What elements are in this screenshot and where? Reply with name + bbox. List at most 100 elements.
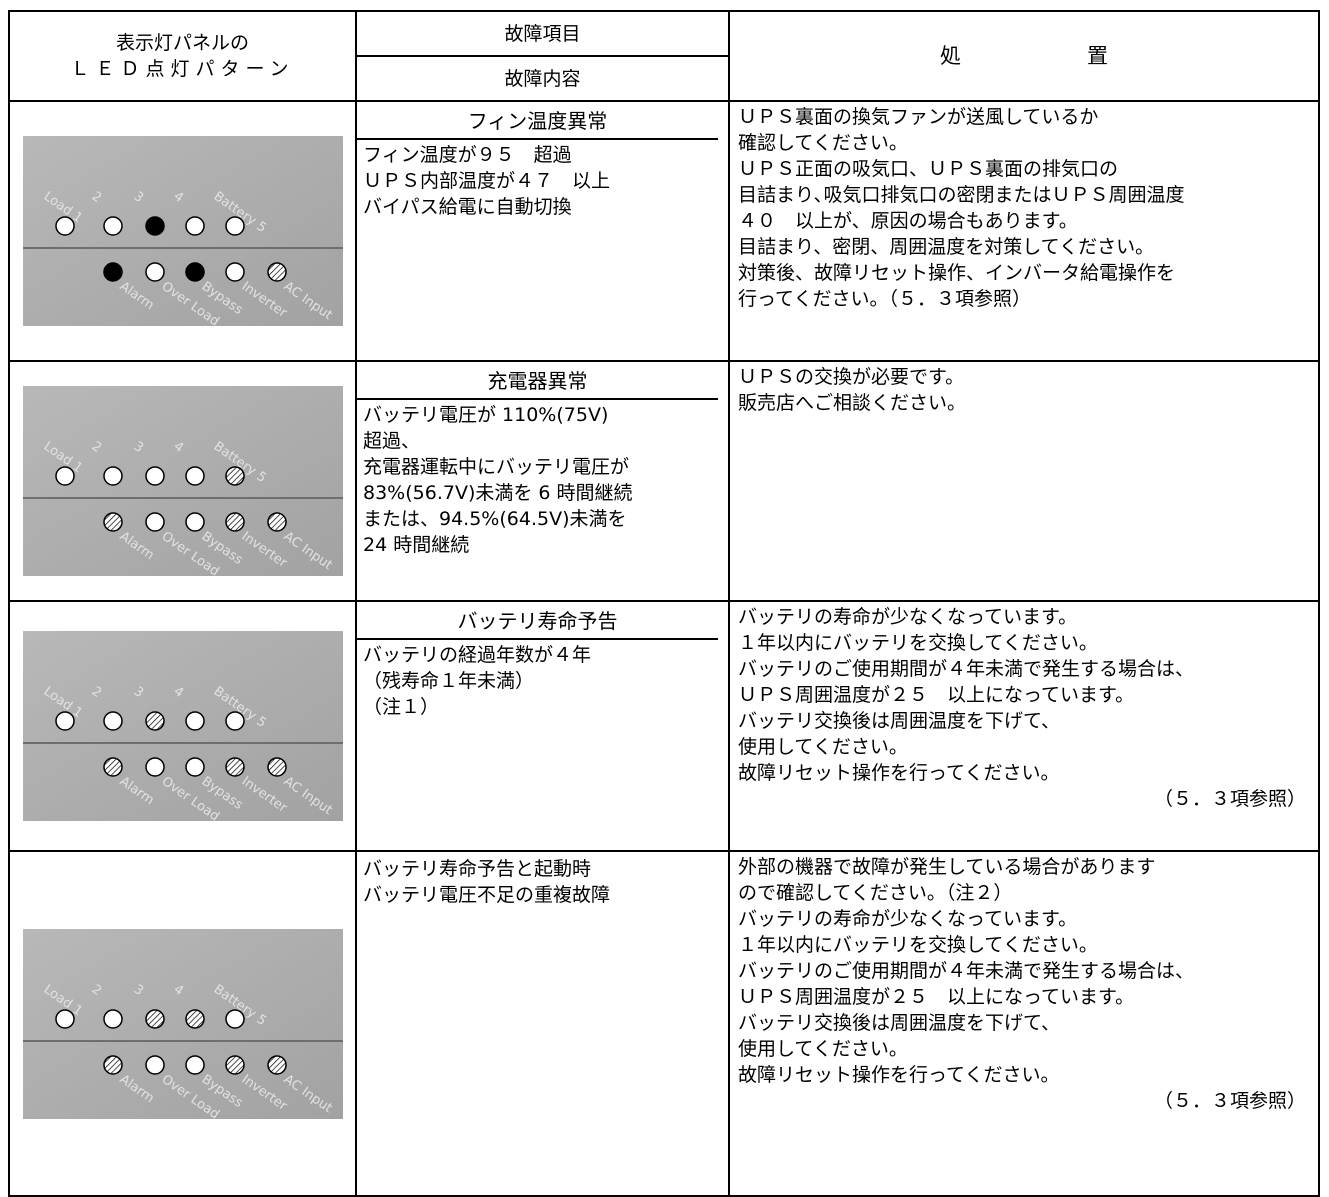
action-line: ので確認してください。（注２） [738, 882, 1013, 904]
fault-item: バッテリ寿命予告と起動時 バッテリ電圧不足の重複故障 [357, 852, 728, 910]
led [224, 216, 245, 236]
action-cell: ＵＰＳ裏面の換気ファンが送風しているか 確認してください。 ＵＰＳ正面の吸気口、ＵＰ… [728, 100, 1320, 362]
led [224, 711, 245, 731]
led [184, 466, 205, 486]
fault-row: Load 1 2 3 4 Battery 5 Alarm Over Load Bypass In… [8, 600, 1320, 852]
header-row: 故障内容 [9, 55, 1319, 102]
led [266, 757, 287, 777]
action-line: １年以内にバッテリを交換してください。 [738, 632, 1098, 654]
led [102, 757, 123, 777]
content-line: ＵＰＳ内部温度が４７ 以上 [363, 170, 611, 192]
action-cell: 外部の機器で故障が発生している場合があります ので確認してください。（注２） バッテ… [728, 850, 1320, 1197]
led [54, 1008, 75, 1029]
action-line: 目詰まり、密閉、周囲温度を対策してください。 [738, 236, 1155, 258]
led [224, 512, 245, 532]
fault-content: フィン温度が９５ 超過 ＵＰＳ内部温度が４７ 以上 バイパス給電に自動切換 [357, 140, 728, 222]
led [184, 216, 205, 236]
fault-cell: フィン温度異常フィン温度が９５ 超過 ＵＰＳ内部温度が４７ 以上 バイパス給電に自動… [355, 100, 730, 362]
led [224, 1008, 245, 1029]
action-line: ＵＰＳ正面の吸気口、ＵＰＳ裏面の排気口の [738, 158, 1119, 180]
led [184, 711, 205, 731]
action-line: ＵＰＳ裏面の換気ファンが送風しているか [738, 106, 1099, 128]
action-line: 販売店へご相談ください。 [738, 392, 967, 414]
action-line: バッテリの寿命が少なくなっています。 [738, 908, 1078, 930]
panel-bg [22, 631, 343, 821]
action-line: １年以内にバッテリを交換してください。 [738, 934, 1098, 956]
fault-content: バッテリ電圧が 110%(75V) 超過、 充電器運転中にバッテリ電圧が 83%(56… [357, 400, 728, 560]
led [266, 512, 287, 532]
panel-bg [22, 136, 343, 326]
led [54, 216, 75, 236]
action-line: ＵＰＳ周囲温度が２５ 以上になっています。 [738, 986, 1135, 1008]
action-line: バッテリのご使用期間が４年未満で発生する場合は、 [738, 658, 1195, 680]
content-line: バイパス給電に自動切換 [363, 196, 572, 218]
item-line: 充電器異常 [487, 369, 588, 393]
led-cell: Load 1 2 3 4 Battery 5 Alarm Over Load Bypass In… [8, 100, 357, 362]
panel-bg [22, 928, 343, 1119]
led [144, 1054, 165, 1075]
action-line: 対策後、故障リセット操作、インバータ給電操作を [738, 262, 1176, 284]
action-line: 外部の機器で故障が発生している場合があります [738, 856, 1156, 878]
led [102, 1054, 123, 1075]
action-line: 故障リセット操作を行ってください。 [738, 762, 1060, 784]
action-line: 目詰まり､吸気口排気口の密閉またはＵＰＳ周囲温度 [738, 184, 1185, 206]
content-line: フィン温度が９５ 超過 [363, 144, 572, 166]
led [184, 1008, 205, 1029]
led [184, 262, 205, 282]
action-line: ＵＰＳの交換が必要です。 [738, 366, 965, 388]
action-note: （５．３項参照） [1153, 1090, 1306, 1112]
led [224, 1054, 245, 1075]
fault-item: フィン温度異常 [357, 102, 718, 140]
action-note: （５．３項参照） [1153, 788, 1306, 810]
led [144, 711, 165, 731]
fault-content: バッテリの経過年数が４年 （残寿命１年未満） （注１） [357, 640, 728, 722]
fault-row: Load 1 2 3 4 Battery 5 Alarm Over Load Bypass In… [8, 850, 1320, 1197]
panel-bg [22, 386, 343, 576]
header-cell: 故障項目 [355, 10, 730, 57]
header-row: 表示灯パネルの ＬＥＤ点灯パターン 故障項目 処 置 [8, 10, 1320, 102]
led [266, 1054, 287, 1075]
item-line: バッテリ寿命予告と起動時 [363, 858, 592, 880]
led [144, 262, 165, 282]
content-line: 超過、 [363, 430, 421, 452]
header-cell: 故障内容 [355, 55, 730, 102]
led [184, 757, 205, 777]
header-cell: 処 置 [728, 10, 1320, 102]
item-line: フィン温度異常 [467, 109, 608, 133]
led [54, 466, 75, 486]
action-line: バッテリの寿命が少なくなっています。 [738, 606, 1078, 628]
item-line: バッテリ電圧不足の重複故障 [363, 884, 611, 906]
content-line: （注１） [363, 696, 440, 718]
action-line: 使用してください。 [738, 736, 908, 758]
led [184, 512, 205, 532]
action-line: 故障リセット操作を行ってください。 [738, 1064, 1060, 1086]
content-line: または、94.5%(64.5V)未満を [363, 508, 627, 530]
action-line: 確認してください。 [738, 132, 908, 154]
led [102, 1008, 123, 1029]
content-line: 充電器運転中にバッテリ電圧が [363, 456, 630, 478]
action-line: バッテリ交換後は周囲温度を下げて、 [738, 710, 1061, 732]
item-line: バッテリ寿命予告 [457, 609, 618, 633]
led [266, 262, 287, 282]
action-cell: ＵＰＳの交換が必要です。 販売店へご相談ください。 [728, 360, 1320, 602]
fault-cell: バッテリ寿命予告と起動時 バッテリ電圧不足の重複故障 [355, 850, 730, 1197]
led [144, 512, 165, 532]
header-cell: 表示灯パネルの ＬＥＤ点灯パターン [8, 10, 357, 102]
content-line: バッテリ電圧が 110%(75V) [363, 404, 609, 426]
fault-cell: バッテリ寿命予告バッテリの経過年数が４年 （残寿命１年未満） （注１） [355, 600, 730, 852]
action-line: ＵＰＳ周囲温度が２５ 以上になっています。 [738, 684, 1135, 706]
led-cell: Load 1 2 3 4 Battery 5 Alarm Over Load Bypass In… [8, 850, 357, 1197]
action-line: 使用してください。 [738, 1038, 908, 1060]
fault-cell: 充電器異常 バッテリ電圧が 110%(75V) 超過、 充電器運転中にバッテリ電圧が 8… [355, 360, 730, 602]
led [224, 757, 245, 777]
led [224, 466, 245, 486]
led [144, 1008, 165, 1029]
fault-row: Load 1 2 3 4 Battery 5 Alarm Over Load Bypass In… [8, 100, 1320, 362]
led [184, 1054, 205, 1075]
led [102, 262, 123, 282]
